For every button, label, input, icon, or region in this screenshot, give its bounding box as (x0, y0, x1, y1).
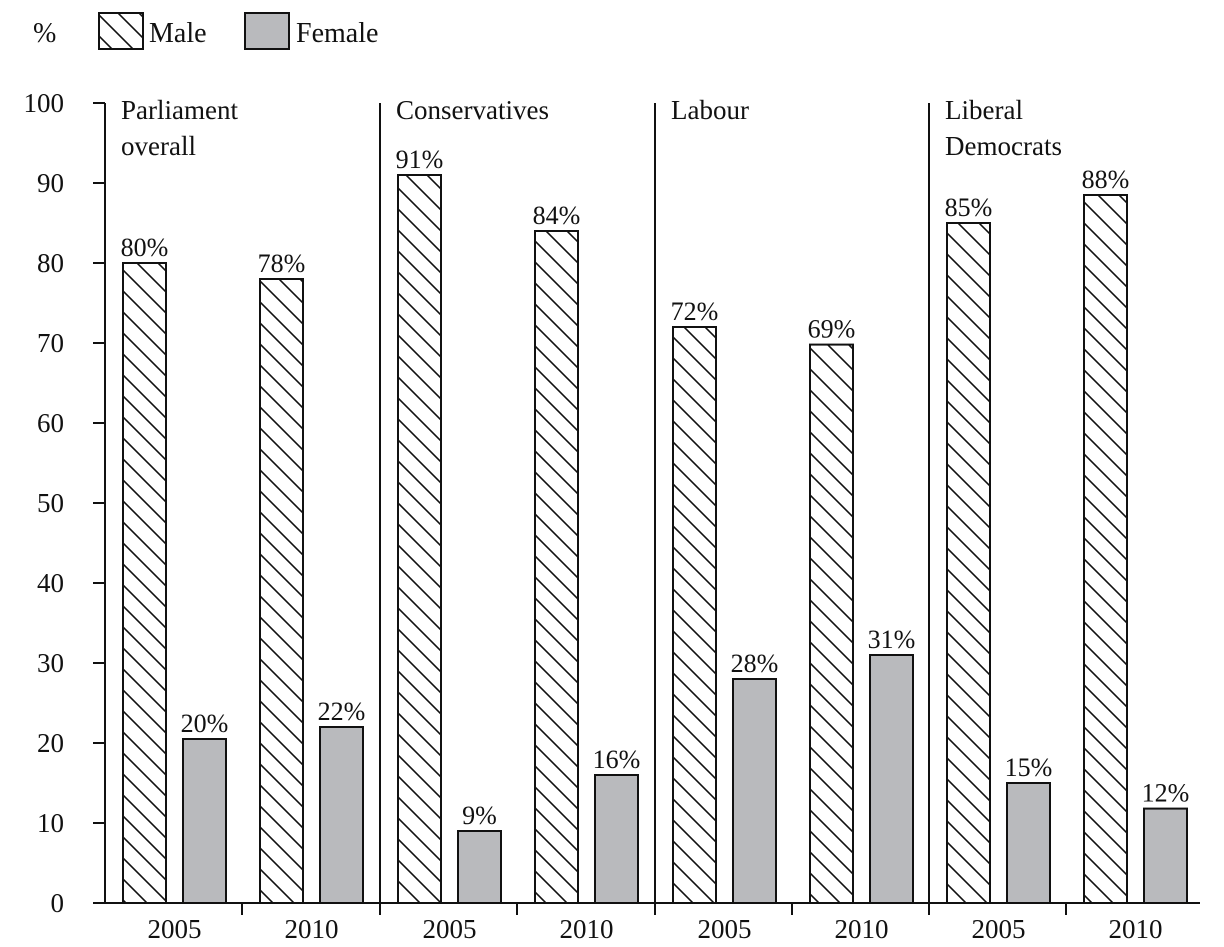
legend-label-female: Female (296, 18, 378, 49)
y-tick-label: 30 (37, 648, 64, 678)
data-label-male: 80% (121, 233, 169, 262)
data-label-female: 20% (181, 709, 229, 738)
bar-female (732, 678, 777, 904)
y-tick-label: 0 (51, 888, 65, 918)
bar-female (182, 738, 227, 904)
data-label-male: 69% (808, 315, 856, 344)
bar-female (1006, 782, 1051, 904)
data-label-female: 9% (462, 801, 497, 830)
bar-male (259, 278, 304, 904)
data-label-female: 22% (318, 697, 366, 726)
x-tick-label-year: 2010 (560, 914, 614, 944)
data-label-male: 88% (1082, 165, 1130, 194)
y-tick-label: 80 (37, 248, 64, 278)
panel-1: Parliament overall 80% 20% 2005 78% 22% 2010 (121, 95, 366, 944)
bar-female (869, 654, 914, 904)
panel-label: Labour (671, 95, 749, 125)
y-tick-label: 90 (37, 168, 64, 198)
bar-male (1083, 194, 1128, 904)
panel-4: Liberal Democrats 85% 15% 2005 88% 12% 2010 (928, 95, 1190, 944)
y-tick-label: 70 (37, 328, 64, 358)
y-tick-label: 10 (37, 808, 64, 838)
data-label-female: 15% (1005, 753, 1053, 782)
data-label-female: 31% (868, 625, 916, 654)
data-label-female: 12% (1142, 779, 1190, 808)
y-tick-label: 20 (37, 728, 64, 758)
legend: % Male Female (33, 12, 378, 50)
bar-female (594, 774, 639, 904)
bar-female (319, 726, 364, 904)
bar-male (672, 326, 717, 904)
panel-label: Conservatives (396, 95, 549, 125)
y-tick-label: 50 (37, 488, 64, 518)
panel-label: Liberal (945, 95, 1023, 125)
y-tick-label: 40 (37, 568, 64, 598)
panel-label: Parliament (121, 95, 238, 125)
panel-label: Democrats (945, 131, 1062, 161)
data-label-male: 84% (533, 201, 581, 230)
bar-male (809, 343, 854, 905)
panel-label: overall (121, 131, 196, 161)
x-tick-label-year: 2005 (423, 914, 477, 944)
legend-swatch-female (244, 12, 290, 50)
y-tick-label: 100 (24, 88, 65, 118)
bar-male (397, 174, 442, 904)
data-label-male: 72% (671, 297, 719, 326)
panel-3: Labour 72% 28% 2005 69% 31% 2010 (654, 95, 916, 944)
data-label-female: 28% (731, 649, 779, 678)
y-unit-label: % (33, 18, 56, 49)
bar-female (1143, 807, 1188, 904)
data-label-male: 91% (396, 145, 444, 174)
data-label-female: 16% (593, 745, 641, 774)
x-tick-label-year: 2005 (148, 914, 202, 944)
bar-male (534, 230, 579, 904)
y-tick-label: 60 (37, 408, 64, 438)
data-label-male: 78% (258, 249, 306, 278)
data-label-male: 85% (945, 193, 993, 222)
bar-male (946, 222, 991, 904)
plot-area: Parliamentoverall80%20%200578%22%2010Con… (121, 95, 1190, 944)
bar-male (122, 262, 167, 904)
x-tick-label-year: 2010 (835, 914, 889, 944)
x-tick-label-year: 2010 (285, 914, 339, 944)
panel-2: Conservatives 91% 9% 2005 84% 16% 2010 (379, 95, 641, 944)
legend-swatch-male (98, 12, 144, 50)
legend-label-male: Male (149, 18, 207, 49)
x-tick-label-year: 2005 (698, 914, 752, 944)
x-tick-label-year: 2005 (972, 914, 1026, 944)
bar-female (457, 830, 502, 904)
x-tick-label-year: 2010 (1109, 914, 1163, 944)
